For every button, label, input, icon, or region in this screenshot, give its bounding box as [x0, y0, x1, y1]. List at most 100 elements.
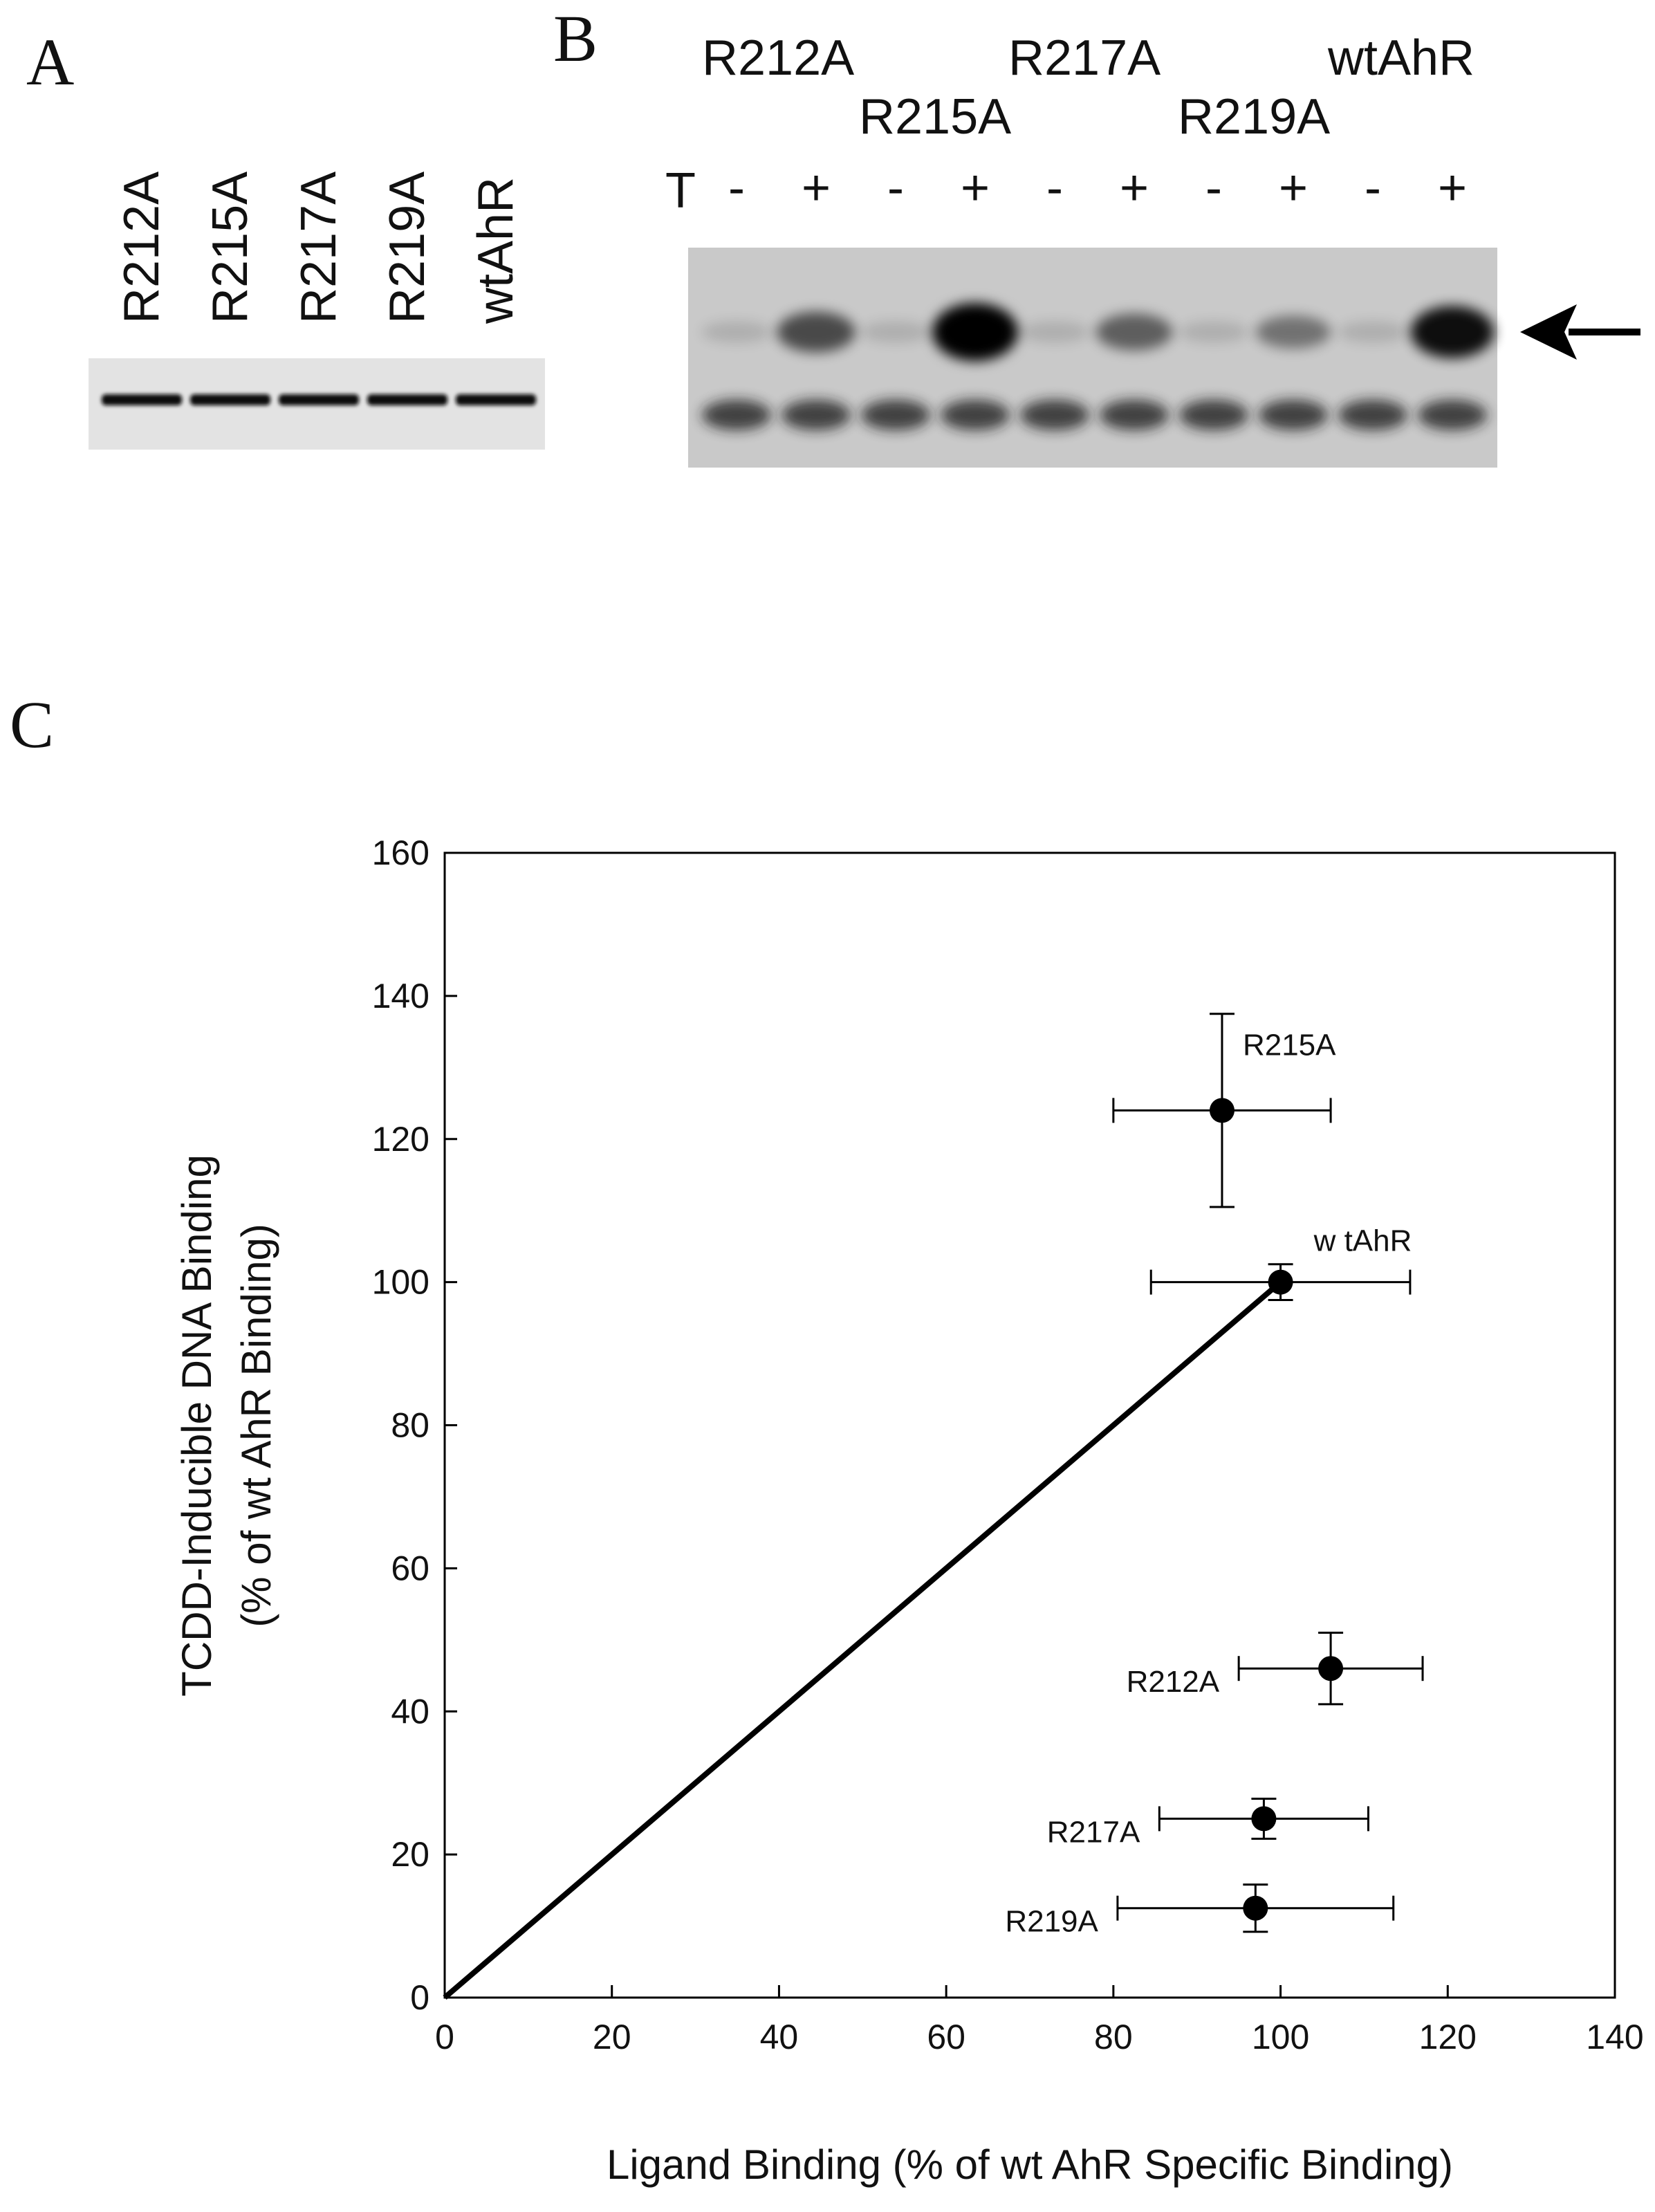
fit-line — [443, 1280, 1283, 2000]
panel-b-complex-band — [860, 321, 931, 343]
panel-b-treatment-row: - + - + - + - + - + — [728, 160, 1467, 216]
data-point-group: R219A — [1005, 1883, 1395, 1939]
y-tick-label: 80 — [391, 1406, 429, 1445]
y-tick-label: 160 — [372, 833, 429, 872]
panel-b-treatment-symbol: - — [1365, 160, 1381, 216]
x-tick-label: 80 — [1094, 2018, 1133, 2056]
panel-b-free-probe-band — [782, 400, 851, 430]
panel-b-complex-band — [932, 303, 1018, 361]
panel-b-treatment-symbol: - — [728, 160, 745, 216]
data-point-group: R212A — [1127, 1631, 1424, 1706]
panel-a-lane-label: R217A — [291, 172, 346, 324]
data-point-marker — [1251, 1806, 1277, 1832]
panel-b-free-probe-band — [941, 400, 1010, 430]
panel-b-free-probe-band — [861, 400, 930, 430]
panel-b-complex-band — [1410, 306, 1495, 358]
y-tick-label: 140 — [372, 977, 429, 1015]
data-point-group: R217A — [1047, 1797, 1369, 1849]
y-tick-label: 20 — [391, 1835, 429, 1874]
panel-b-complex-band — [701, 321, 772, 343]
panel-b-treatment-symbol: + — [1438, 160, 1467, 216]
x-tick-label: 120 — [1419, 2018, 1477, 2056]
panel-b-treatment-symbol: - — [1046, 160, 1063, 216]
y-axis-title-line2: (% of wt AhR Binding) — [233, 1224, 279, 1628]
x-axis-title: Ligand Binding (% of wt AhR Specific Bin… — [607, 2141, 1453, 2188]
panel-b-free-probe-band — [1020, 400, 1089, 430]
panel-a-band — [456, 394, 536, 405]
y-axis-title: TCDD-Inducible DNA Binding (% of wt AhR … — [174, 1154, 279, 1697]
data-point-group: w tAhR — [1149, 1224, 1412, 1301]
panel-a-lane-label: wtAhR — [468, 177, 524, 324]
y-axis: 0 20 40 60 80 100 120 140 160 — [372, 833, 457, 2017]
panel-a-lane-label: R215A — [203, 172, 258, 324]
panel-b-treatment-symbol: + — [1120, 160, 1149, 216]
data-point-label: R219A — [1005, 1905, 1098, 1939]
x-tick-label: 20 — [593, 2018, 631, 2056]
panel-a-letter: A — [26, 25, 74, 99]
panel-a-bands — [102, 394, 536, 405]
panel-b-treatment-symbol: - — [1205, 160, 1222, 216]
panel-b-free-probe-band — [1259, 400, 1328, 430]
panel-a: A R212A R215A R217A R219A wtAhR — [26, 25, 545, 450]
data-point-label: w tAhR — [1313, 1224, 1412, 1258]
band-arrow-icon — [1520, 304, 1640, 360]
data-points: R215A w tAhR R212A R217A R219A — [1005, 1013, 1424, 1939]
plot-frame — [443, 851, 1616, 1999]
y-axis-title-line1: TCDD-Inducible DNA Binding — [174, 1154, 220, 1697]
panel-a-lane-label: R212A — [114, 172, 169, 324]
data-point-marker — [1318, 1656, 1344, 1681]
x-axis: 0 20 40 60 80 100 120 140 — [435, 1985, 1644, 2056]
y-tick-label: 0 — [410, 1978, 429, 2017]
data-point-marker — [1243, 1895, 1268, 1921]
x-tick-label: 0 — [435, 2018, 454, 2056]
panel-b-treatment-label: T — [665, 163, 696, 219]
panel-b-free-probe-band — [1179, 400, 1248, 430]
panel-b-free-probe-band — [1338, 400, 1407, 430]
x-tick-label: 60 — [927, 2018, 965, 2056]
x-tick-label: 100 — [1252, 2018, 1309, 2056]
x-tick-label: 140 — [1586, 2018, 1643, 2056]
panel-b-treatment-symbol: + — [802, 160, 831, 216]
data-point-group: R215A — [1112, 1013, 1336, 1208]
panel-b-complex-band — [1255, 315, 1331, 349]
panel-b-free-probe-band — [702, 400, 771, 430]
y-tick-label: 100 — [372, 1263, 429, 1302]
panel-b-gel — [688, 248, 1497, 468]
x-tick-label: 40 — [760, 2018, 799, 2056]
y-tick-label: 40 — [391, 1692, 429, 1731]
panel-b-label-r215a: R215A — [859, 89, 1011, 145]
panel-b-treatment-symbol: - — [887, 160, 904, 216]
panel-a-lane-labels: R212A R215A R217A R219A wtAhR — [114, 172, 524, 324]
data-point-label: R212A — [1127, 1665, 1220, 1699]
panel-c-letter: C — [10, 688, 54, 762]
data-point-label: R215A — [1243, 1029, 1336, 1062]
panel-b: B R212A R217A wtAhR R215A R219A T - + - + - +… — [553, 1, 1640, 468]
panel-b-label-r212a: R212A — [702, 30, 854, 86]
panel-b-complex-band — [1095, 313, 1173, 351]
panel-a-band — [367, 394, 447, 405]
panel-b-complex-band — [1019, 321, 1090, 343]
y-tick-label: 120 — [372, 1120, 429, 1159]
panel-a-band — [190, 394, 270, 405]
panel-a-lane-label: R219A — [380, 172, 435, 324]
panel-b-label-r217a: R217A — [1008, 30, 1161, 86]
panel-b-bands — [701, 303, 1495, 430]
panel-a-band — [102, 394, 182, 405]
panel-b-treatment-symbol: + — [961, 160, 990, 216]
panel-c: C 0 20 40 60 80 100 120 140 0 20 40 60 80 100 120 140 1… — [10, 688, 1644, 2188]
panel-b-label-wtahr: wtAhR — [1327, 30, 1474, 86]
panel-b-letter: B — [553, 1, 598, 75]
panel-b-free-probe-band — [1418, 400, 1487, 430]
panel-b-complex-band — [777, 311, 856, 353]
panel-a-band — [279, 394, 359, 405]
data-point-marker — [1209, 1098, 1235, 1123]
data-point-marker — [1268, 1269, 1293, 1295]
panel-b-treatment-symbol: + — [1279, 160, 1308, 216]
panel-b-complex-band — [1178, 321, 1249, 343]
panel-b-free-probe-band — [1100, 400, 1169, 430]
data-point-label: R217A — [1047, 1815, 1140, 1849]
panel-b-label-r219a: R219A — [1178, 89, 1330, 145]
panel-b-complex-band — [1338, 321, 1408, 343]
y-tick-label: 60 — [391, 1549, 429, 1587]
